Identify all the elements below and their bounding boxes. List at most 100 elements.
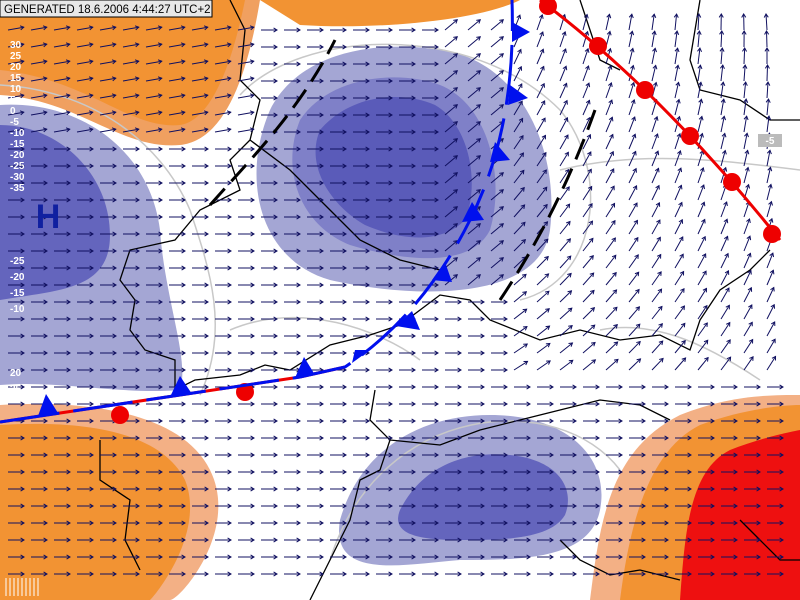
arrow-head — [611, 254, 617, 260]
arrow-head — [250, 452, 255, 458]
arrow-shaft — [237, 128, 254, 133]
arrow-head — [158, 435, 163, 441]
wind-arrow — [767, 452, 784, 458]
wind-arrow — [353, 520, 370, 526]
arrow-head — [226, 110, 232, 116]
wind-arrow — [353, 129, 370, 135]
wind-arrow — [399, 350, 416, 356]
arrow-head — [112, 486, 117, 492]
arrow-head — [43, 316, 48, 322]
arrow-head — [342, 384, 347, 390]
wind-arrow — [376, 282, 393, 288]
wind-arrow — [123, 299, 140, 305]
wind-arrow — [215, 418, 232, 424]
wind-arrow — [123, 333, 140, 339]
arrow-shaft — [559, 152, 569, 167]
arrow-head — [65, 76, 71, 82]
wind-arrow — [743, 98, 749, 116]
wind-arrow — [330, 214, 347, 220]
arrow-head — [518, 100, 523, 106]
arrow-shaft — [513, 152, 524, 167]
arrow-head — [227, 401, 232, 407]
wind-arrow — [77, 452, 94, 458]
wind-arrow — [284, 350, 301, 356]
wind-arrow — [169, 571, 186, 577]
wind-arrow — [468, 435, 485, 441]
wind-arrow — [123, 571, 140, 577]
arrow-shaft — [490, 240, 504, 252]
wind-arrow — [8, 520, 25, 526]
arrow-head — [480, 316, 485, 322]
wind-arrow — [651, 236, 661, 252]
arrow-head — [724, 252, 729, 258]
wind-arrow — [100, 333, 117, 339]
arrow-head — [434, 435, 439, 441]
arrow-head — [227, 418, 232, 424]
arrow-head — [157, 93, 163, 99]
arrow-shaft — [536, 290, 550, 303]
arrow-head — [629, 47, 635, 53]
arrow-head — [273, 112, 278, 118]
wind-arrow — [7, 76, 25, 82]
arrow-head — [111, 110, 117, 116]
arrow-shaft — [191, 26, 208, 31]
wind-arrow — [651, 47, 658, 65]
arrow-head — [733, 537, 738, 543]
wind-arrow — [146, 282, 163, 288]
arrow-shaft — [536, 152, 547, 167]
arrow-head — [719, 30, 725, 35]
arrow-head — [88, 93, 94, 99]
arrow-shaft — [674, 99, 680, 116]
arrow-head — [719, 64, 725, 69]
arrow-shaft — [559, 273, 572, 286]
arrow-head — [180, 25, 186, 31]
wind-arrow — [467, 155, 481, 167]
arrow-head — [664, 554, 669, 560]
wind-arrow — [606, 486, 623, 492]
arrow-shaft — [76, 77, 93, 82]
wind-arrow — [468, 486, 485, 492]
arrow-head — [771, 338, 776, 344]
wind-arrow — [77, 367, 94, 373]
arrow-head — [710, 435, 715, 441]
arrow-head — [756, 571, 761, 577]
wind-arrow — [238, 367, 255, 373]
wind-arrow — [376, 503, 393, 509]
arrow-head — [453, 189, 458, 194]
arrow-head — [158, 401, 163, 407]
arrow-head — [135, 384, 140, 390]
arrow-head — [587, 151, 592, 157]
arrow-shaft — [628, 358, 641, 371]
arrow-shaft — [444, 223, 458, 235]
arrow-head — [158, 571, 163, 577]
wind-arrow — [628, 133, 637, 150]
arrow-shaft — [651, 306, 663, 320]
wind-arrow — [445, 401, 462, 407]
arrow-head — [756, 401, 761, 407]
arrow-shaft — [536, 256, 549, 269]
wind-arrow — [169, 333, 186, 339]
wind-arrow — [353, 418, 370, 424]
arrow-head — [181, 520, 186, 526]
arrow-shaft — [559, 100, 568, 116]
wind-arrow — [99, 127, 117, 133]
arrow-head — [541, 117, 546, 123]
wind-arrow — [146, 418, 163, 424]
arrow-shaft — [99, 94, 116, 99]
arrow-shaft — [559, 31, 566, 48]
wind-arrow — [100, 571, 117, 577]
arrow-shaft — [536, 360, 551, 371]
arrow-head — [181, 265, 186, 271]
wind-arrow — [192, 435, 209, 441]
arrow-head — [227, 146, 232, 152]
arrow-head — [66, 248, 71, 254]
wind-arrow — [744, 537, 761, 543]
arrow-shaft — [145, 26, 162, 31]
wind-arrow — [54, 367, 71, 373]
front-symbol — [396, 311, 420, 330]
arrow-head — [273, 537, 278, 543]
arrow-head — [89, 316, 94, 322]
wind-arrow — [605, 254, 617, 269]
arrow-head — [43, 231, 48, 237]
arrow-shaft — [444, 87, 458, 99]
